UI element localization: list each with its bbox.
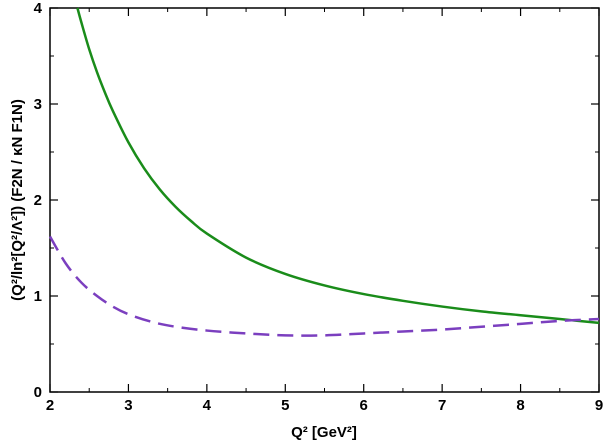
x-tick-label: 3: [124, 397, 132, 414]
x-tick-label: 5: [281, 397, 289, 414]
x-tick-label: 8: [516, 397, 524, 414]
x-tick-label: 4: [203, 397, 212, 414]
x-tick-label: 6: [360, 397, 368, 414]
y-tick-label: 3: [34, 96, 42, 113]
x-tick-label: 7: [438, 397, 446, 414]
series-group: [48, 7, 600, 337]
axis-ticks: 2 3 4 5 6 7 8 9 0 1 2 3 4: [34, 0, 604, 414]
y-tick-label: 0: [34, 384, 42, 401]
y-tick-label: 2: [34, 192, 42, 209]
series-line-dashed: [48, 235, 600, 337]
x-tick-label: 2: [46, 397, 54, 414]
series-line-solid: [76, 7, 600, 325]
plot-frame: [49, 7, 600, 393]
x-tick-label: 9: [595, 397, 603, 414]
y-axis-title: (Q²/ln²[Q²/Λ²]) (F2N / κN F1N): [9, 99, 26, 301]
x-axis-title: Q² [GeV²]: [291, 424, 357, 441]
y-tick-label: 4: [34, 0, 43, 17]
y-tick-label: 1: [34, 288, 42, 305]
